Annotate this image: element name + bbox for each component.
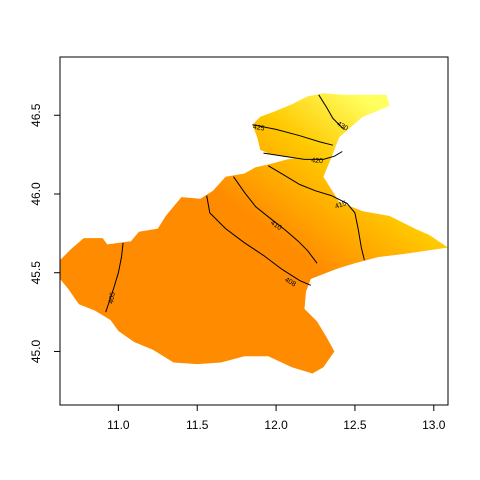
- plot-frame: [59, 56, 449, 406]
- y-tick-label: 46.0: [29, 182, 43, 206]
- contour-line-430: [318, 94, 345, 130]
- x-tick-label: 11.5: [186, 418, 209, 432]
- contour-line-408: [206, 195, 311, 286]
- contour-label-405: 405: [108, 292, 117, 305]
- x-tick-label: 12.5: [343, 418, 367, 432]
- y-tick-label: 45.0: [29, 339, 43, 363]
- contour-line-420: [263, 151, 343, 160]
- contour-line-410: [233, 176, 318, 264]
- y-tick-label: 46.5: [29, 103, 43, 127]
- contour-label-415: 415: [334, 200, 347, 211]
- contour-line-405: [105, 242, 124, 313]
- contour-label-420: 420: [311, 157, 323, 165]
- contour-label-408: 408: [283, 277, 297, 289]
- contour-line-425: [252, 124, 334, 146]
- contour-label-430: 430: [335, 121, 349, 133]
- x-tick-label: 11.0: [107, 418, 130, 432]
- contour-line-415: [267, 165, 365, 261]
- x-axis: 11.0 11.5 12.0 12.5 13.0: [107, 405, 446, 432]
- y-axis: 45.0 45.5 46.0 46.5: [29, 103, 60, 363]
- region-layer: [60, 93, 448, 374]
- x-tick-label: 13.0: [422, 418, 446, 432]
- y-tick-label: 45.5: [29, 261, 43, 285]
- region-fill: [60, 93, 448, 374]
- contour-label-425: 425: [252, 124, 265, 133]
- x-tick-label: 12.0: [264, 418, 288, 432]
